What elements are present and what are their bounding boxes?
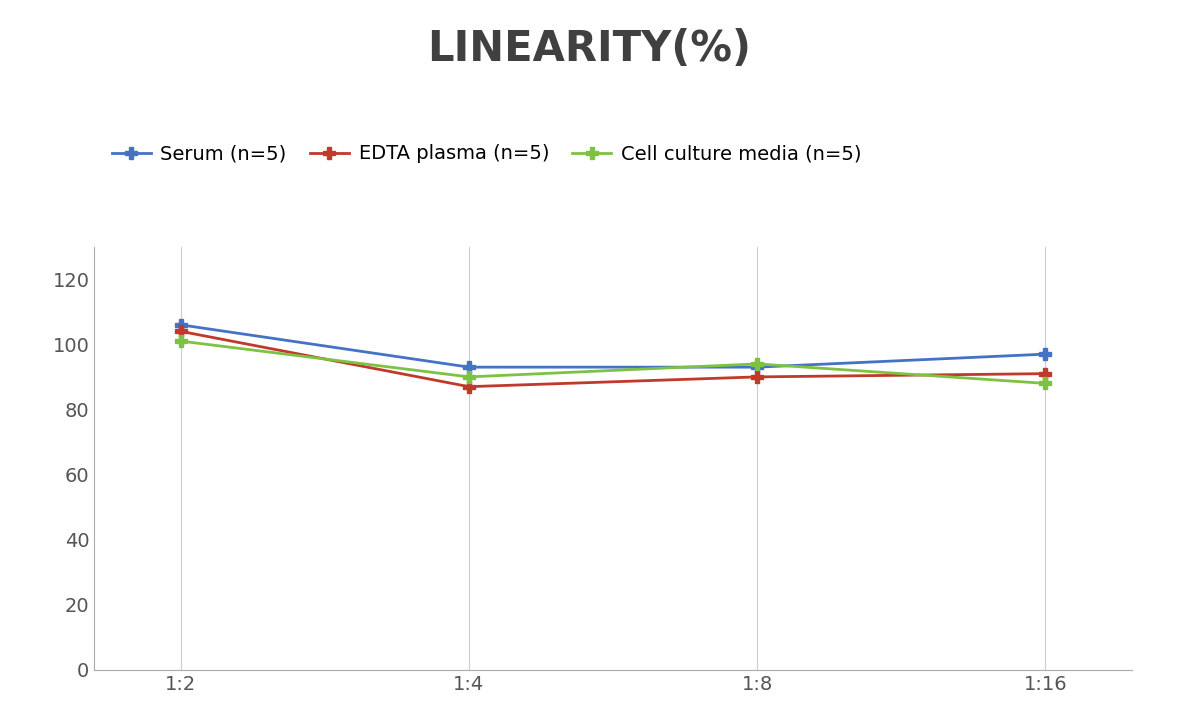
EDTA plasma (n=5) xyxy=(750,373,764,381)
Serum (n=5) xyxy=(462,363,476,372)
Serum (n=5) xyxy=(173,321,187,329)
Serum (n=5) xyxy=(750,363,764,372)
Cell culture media (n=5) xyxy=(173,337,187,345)
Line: Serum (n=5): Serum (n=5) xyxy=(174,319,1052,374)
Cell culture media (n=5) xyxy=(462,373,476,381)
Serum (n=5) xyxy=(1039,350,1053,358)
Text: LINEARITY(%): LINEARITY(%) xyxy=(428,28,751,70)
EDTA plasma (n=5) xyxy=(173,327,187,336)
Line: Cell culture media (n=5): Cell culture media (n=5) xyxy=(174,335,1052,390)
Line: EDTA plasma (n=5): EDTA plasma (n=5) xyxy=(174,325,1052,393)
Cell culture media (n=5) xyxy=(750,360,764,368)
EDTA plasma (n=5) xyxy=(1039,369,1053,378)
EDTA plasma (n=5) xyxy=(462,382,476,391)
Cell culture media (n=5) xyxy=(1039,379,1053,388)
Legend: Serum (n=5), EDTA plasma (n=5), Cell culture media (n=5): Serum (n=5), EDTA plasma (n=5), Cell cul… xyxy=(104,137,869,171)
